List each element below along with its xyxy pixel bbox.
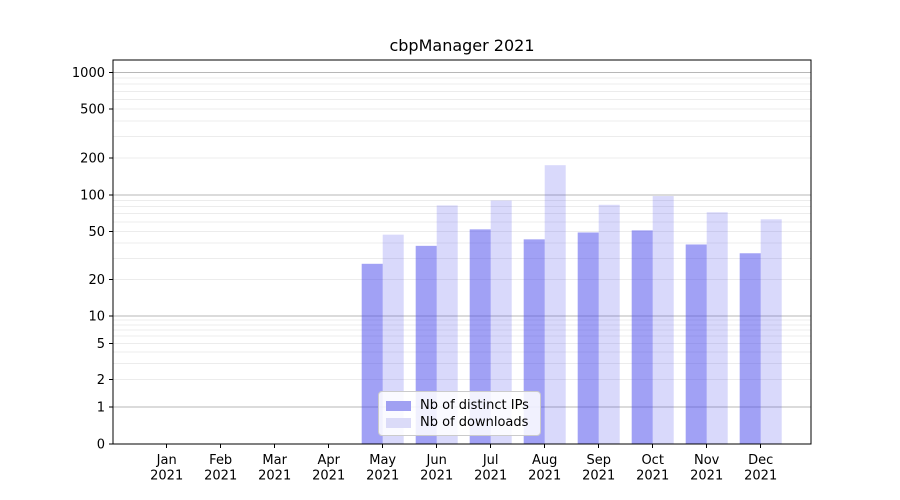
x-tick-label-month-Aug: Aug [532, 453, 557, 468]
x-tick-label-month-Jun: Jun [426, 453, 447, 468]
x-tick-label-month-Feb: Feb [209, 453, 232, 468]
y-tick-label-2: 2 [97, 373, 105, 388]
x-tick-label-year-Nov: 2021 [690, 469, 723, 484]
x-tick-label-month-Mar: Mar [262, 453, 287, 468]
x-tick-label-year-Jan: 2021 [150, 469, 183, 484]
bar-downloads-Oct [652, 196, 674, 444]
bar-ips-Dec [739, 253, 761, 444]
y-tick-label-1: 1 [97, 401, 105, 416]
y-tick-label-1000: 1000 [72, 66, 105, 81]
y-tick-label-200: 200 [80, 152, 105, 167]
ips-legend-label: Nb of distinct IPs [420, 398, 529, 413]
y-tick-label-5: 5 [97, 337, 105, 352]
downloads-legend-label: Nb of downloads [420, 415, 529, 430]
bar-ips-May [361, 263, 383, 444]
bar-downloads-Jul [490, 200, 512, 444]
x-tick-label-month-Oct: Oct [641, 453, 663, 468]
x-tick-label-year-Oct: 2021 [636, 469, 669, 484]
x-tick-label-year-Jun: 2021 [420, 469, 453, 484]
y-tick-label-10: 10 [88, 310, 105, 325]
x-tick-label-year-Dec: 2021 [744, 469, 777, 484]
x-tick-label-year-Apr: 2021 [312, 469, 345, 484]
x-tick-label-year-Mar: 2021 [258, 469, 291, 484]
x-tick-label-year-Aug: 2021 [528, 469, 561, 484]
x-tick-label-month-Sep: Sep [586, 453, 611, 468]
bar-downloads-Sep [598, 204, 620, 444]
y-tick-label-0: 0 [97, 438, 105, 453]
y-tick-label-20: 20 [88, 273, 105, 288]
y-tick-label-50: 50 [88, 225, 105, 240]
legend-item-downloads: Nb of downloads [386, 414, 540, 431]
chart-title: cbpManager 2021 [389, 36, 535, 55]
bar-ips-Jul [469, 229, 491, 444]
x-tick-label-year-Jul: 2021 [474, 469, 507, 484]
x-tick-label-month-May: May [369, 453, 396, 468]
x-tick-label-month-Jan: Jan [156, 453, 177, 468]
legend: Nb of distinct IPs Nb of downloads [378, 391, 541, 436]
bar-downloads-Nov [706, 212, 728, 444]
bar-ips-Nov [685, 244, 707, 444]
x-tick-label-month-Jul: Jul [482, 453, 499, 468]
ips-legend-swatch [386, 400, 411, 411]
bar-downloads-Dec [760, 219, 782, 444]
axes-frame [112, 59, 812, 445]
y-tick-label-100: 100 [80, 189, 105, 204]
legend-item-distinct-ips: Nb of distinct IPs [386, 397, 540, 414]
x-tick-label-month-Nov: Nov [694, 453, 720, 468]
y-tick-label-500: 500 [80, 103, 105, 118]
x-tick-label-month-Dec: Dec [748, 453, 773, 468]
x-tick-label-year-May: 2021 [366, 469, 399, 484]
x-tick-label-year-Sep: 2021 [582, 469, 615, 484]
bar-downloads-Aug [544, 165, 566, 444]
x-tick-label-month-Apr: Apr [317, 453, 340, 468]
downloads-legend-swatch [386, 417, 411, 428]
bar-ips-Sep [577, 232, 599, 444]
x-tick-label-year-Feb: 2021 [204, 469, 237, 484]
bar-downloads-Jun [436, 205, 458, 444]
bar-ips-Oct [631, 230, 653, 444]
